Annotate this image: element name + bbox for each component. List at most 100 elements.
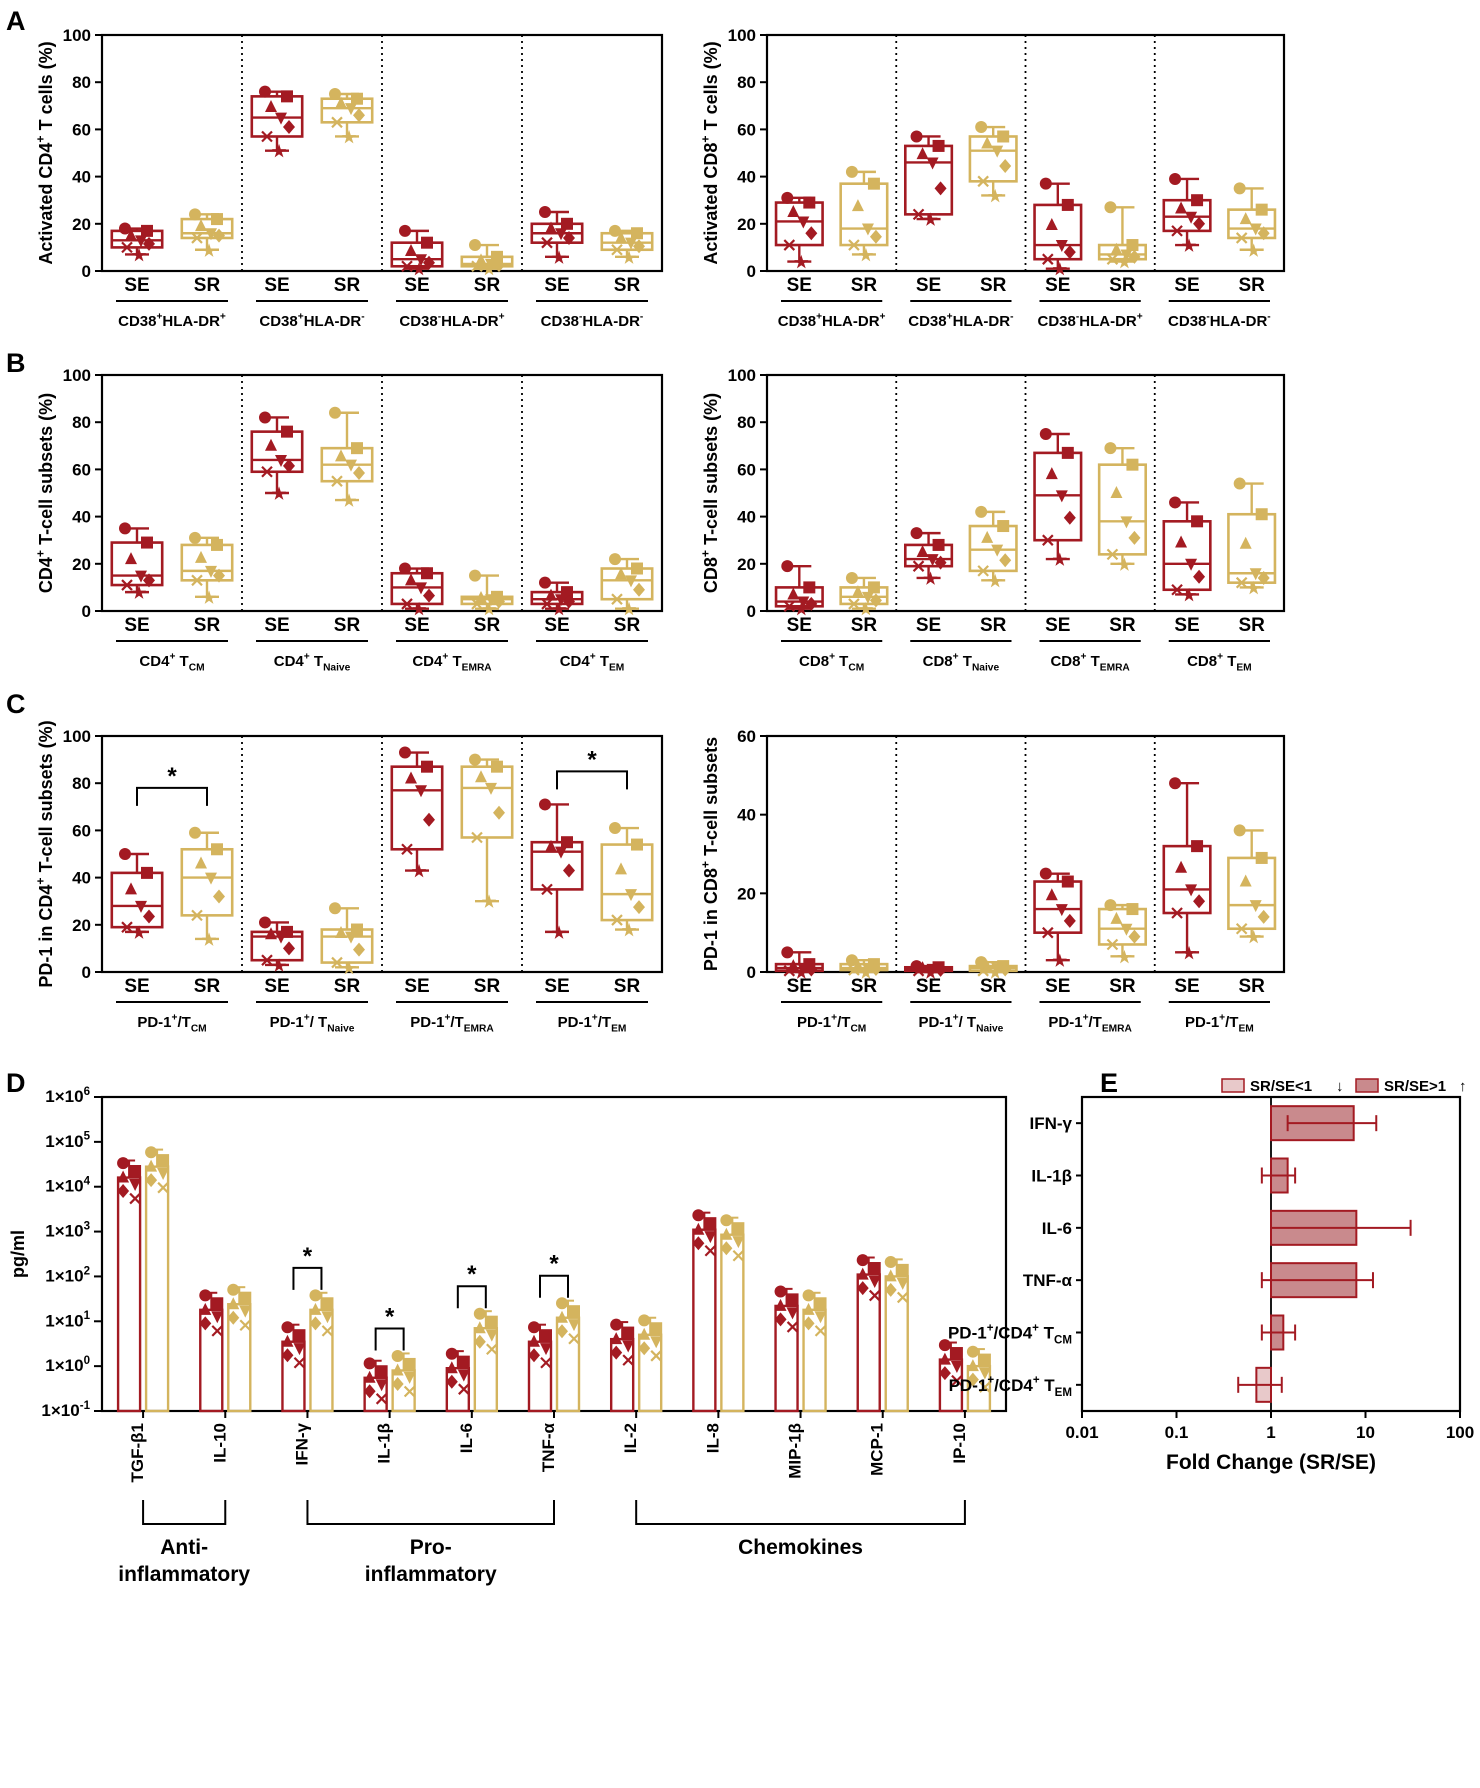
data-point: ★ <box>132 247 147 264</box>
data-point <box>213 228 225 243</box>
data-point <box>950 1347 963 1360</box>
data-point <box>781 946 794 959</box>
data-point <box>475 591 487 604</box>
data-point <box>848 598 860 610</box>
iqr-box <box>903 144 954 216</box>
iqr-box <box>460 765 514 839</box>
iqr-box <box>774 201 824 247</box>
x-category-label: MIP-1β <box>786 1423 805 1479</box>
data-point <box>997 130 1010 143</box>
data-point: ★ <box>1182 587 1197 604</box>
significance-star: * <box>549 1251 559 1278</box>
data-point <box>884 1282 897 1297</box>
box-SR: ★ <box>1227 182 1277 260</box>
group-label: PD-1+/ TNaive <box>270 1013 355 1035</box>
data-point <box>227 1297 240 1310</box>
data-point <box>405 243 417 256</box>
data-point <box>650 1336 663 1349</box>
data-point <box>622 1354 634 1366</box>
data-point <box>293 1356 306 1369</box>
data-point <box>135 570 147 583</box>
data-point <box>1257 226 1270 241</box>
iqr-box <box>250 430 304 474</box>
data-point <box>121 579 133 591</box>
data-point <box>1055 904 1068 917</box>
data-point: ★ <box>482 262 497 279</box>
box-SE: ★ <box>530 576 584 619</box>
x-tick-label: 100 <box>1446 1423 1474 1442</box>
y-tick-label: 20 <box>737 884 756 903</box>
data-point <box>485 1315 498 1328</box>
data-point <box>1110 911 1123 924</box>
data-point <box>561 836 573 849</box>
data-point <box>966 1359 979 1372</box>
group-label: PD-1+/TEM <box>1185 1013 1254 1035</box>
data-point <box>633 582 645 597</box>
legend-label-high: SR/SE>1 <box>1384 1078 1446 1095</box>
data-point <box>934 181 947 196</box>
data-point <box>991 963 1004 976</box>
data-point <box>403 1371 416 1384</box>
data-point <box>1239 536 1252 549</box>
data-point <box>457 1355 470 1368</box>
data-point <box>1169 777 1182 790</box>
box-SE: ★ <box>903 130 954 229</box>
group-label: CD38+HLA-DR+ <box>118 312 226 330</box>
data-point <box>540 1343 552 1356</box>
data-point <box>351 442 363 455</box>
data-point <box>805 596 818 611</box>
y-tick-label: 100 <box>63 727 91 746</box>
x-category-label: SE <box>916 615 941 636</box>
data-point <box>926 963 939 976</box>
iqr-box <box>1097 907 1148 946</box>
significance-star: * <box>467 1261 477 1288</box>
box-SR: ★ <box>968 505 1018 590</box>
panel-letter-E: E <box>1100 1068 1118 1098</box>
data-point <box>391 1350 404 1363</box>
data-point: ★ <box>622 602 637 619</box>
data-point <box>1249 223 1262 236</box>
data-point <box>732 1249 745 1262</box>
data-point <box>867 581 880 594</box>
y-tick-label: 1×101 <box>45 1310 90 1330</box>
data-point <box>129 1192 141 1205</box>
bar-SR <box>309 1289 334 1413</box>
y-tick-label: 80 <box>737 73 756 92</box>
plot-frame <box>765 734 1286 974</box>
bar-SE <box>199 1289 224 1413</box>
data-point: ★ <box>622 250 637 267</box>
bar-SE <box>774 1285 799 1413</box>
data-point <box>732 1236 745 1249</box>
significance-star: * <box>303 1243 313 1270</box>
significance-star: * <box>167 763 177 790</box>
data-point <box>473 1334 486 1349</box>
data-point <box>199 1302 212 1315</box>
data-point <box>912 965 925 977</box>
fold-row: PD-1+/CD4+ TCM <box>948 1314 1297 1351</box>
data-point: ★ <box>622 923 637 940</box>
box-SE: ★ <box>250 916 304 975</box>
bar-SE <box>609 1318 635 1413</box>
data-point <box>353 108 365 123</box>
data-point <box>399 746 411 759</box>
data-point <box>545 221 557 234</box>
data-point <box>916 147 929 160</box>
data-point <box>458 1383 470 1395</box>
data-point <box>845 571 858 584</box>
y-axis-label: Activated CD8+ T cells (%) <box>698 41 721 264</box>
data-point <box>275 931 287 944</box>
data-point <box>141 536 153 549</box>
data-point <box>556 1310 568 1323</box>
data-point <box>650 1350 662 1362</box>
data-point: ★ <box>923 965 938 982</box>
group-label: CD4+ TEMRA <box>412 652 492 674</box>
data-point <box>129 1165 142 1178</box>
data-point <box>191 574 203 587</box>
data-point <box>1063 510 1076 525</box>
group-label: Pro- <box>410 1536 452 1559</box>
x-category-label: SR <box>614 275 641 296</box>
iqr-box <box>320 928 374 964</box>
data-point <box>1191 194 1204 207</box>
y-axis-label: pg/ml <box>8 1230 28 1278</box>
data-point <box>195 550 207 563</box>
